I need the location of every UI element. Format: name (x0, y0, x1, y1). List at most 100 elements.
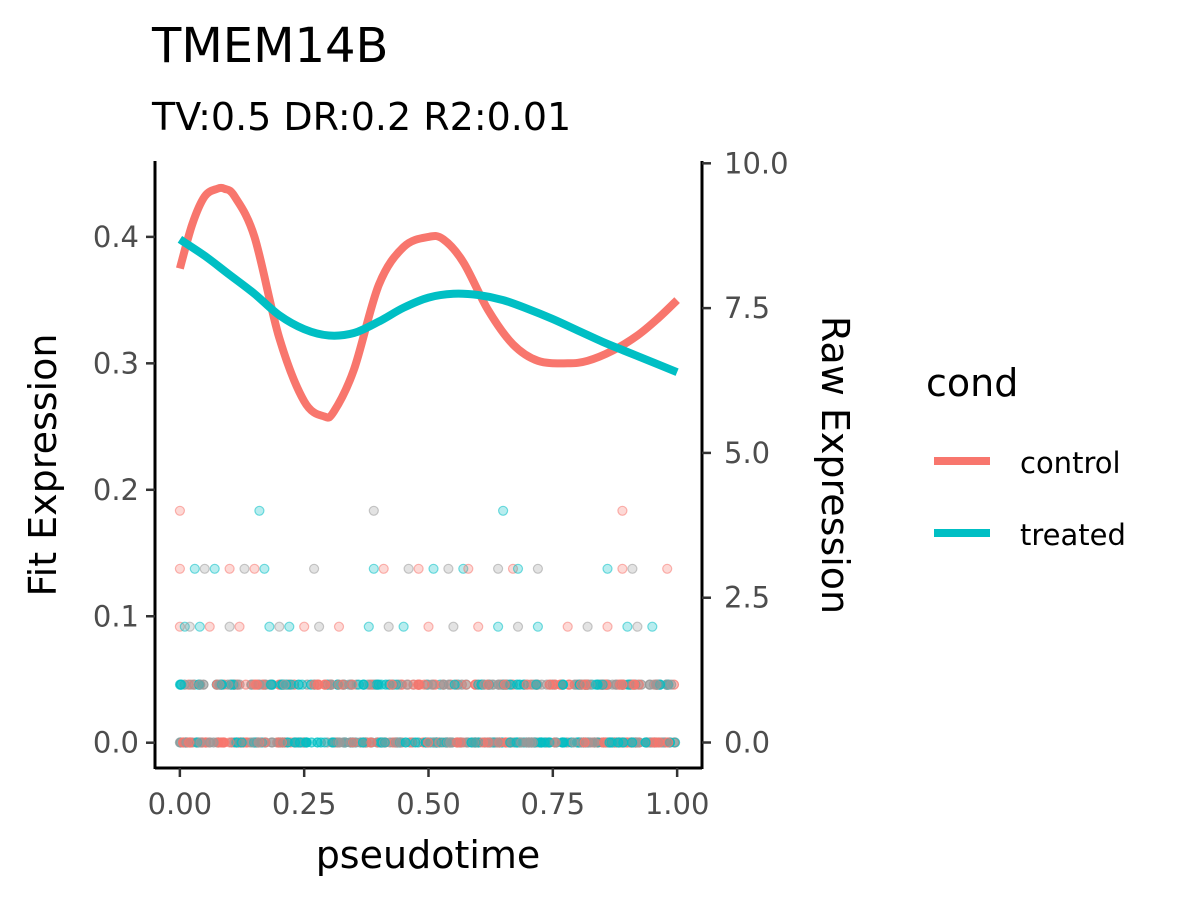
raw-point (300, 737, 312, 748)
y2-tick-label: 10.0 (724, 146, 789, 180)
legend-label-treated: treated (1020, 518, 1126, 552)
raw-point (214, 679, 225, 690)
raw-point (398, 621, 409, 632)
raw-point (663, 737, 674, 748)
raw-point (493, 621, 504, 632)
raw-point (413, 563, 424, 574)
raw-point (333, 621, 345, 632)
raw-point (666, 679, 677, 690)
raw-point (461, 679, 472, 690)
raw-point (499, 679, 510, 690)
raw-point (368, 563, 379, 574)
raw-point (314, 621, 325, 632)
y2-axis-title: Raw Expression (813, 316, 857, 614)
raw-point (366, 737, 377, 748)
raw-point (216, 679, 227, 690)
raw-point (662, 563, 673, 574)
raw-points (174, 505, 681, 748)
raw-point (306, 737, 317, 748)
raw-point (309, 679, 320, 690)
raw-point (531, 679, 542, 690)
raw-point (579, 679, 591, 690)
y-tick-label: 0.4 (93, 220, 139, 254)
raw-point (279, 679, 290, 690)
raw-point (423, 621, 434, 632)
y2-tick-label: 5.0 (724, 436, 770, 470)
raw-point (293, 679, 304, 690)
raw-point (224, 563, 235, 574)
raw-point (482, 679, 493, 690)
y2-tick-label: 2.5 (724, 581, 770, 615)
raw-point (379, 737, 390, 748)
raw-point (448, 621, 459, 632)
raw-point (373, 679, 384, 690)
chart-subtitle: TV:0.5 DR:0.2 R2:0.01 (151, 95, 571, 139)
raw-point (378, 563, 389, 574)
y2-ticks: 0.0 2.5 5.0 7.5 10.0 (702, 146, 789, 760)
x-ticks: 0.00 0.25 0.50 0.75 1.00 (148, 768, 709, 821)
raw-point (622, 621, 633, 632)
y2-tick-label: 0.0 (724, 726, 770, 760)
raw-point (443, 563, 454, 574)
raw-point (403, 563, 414, 574)
raw-point (470, 737, 481, 748)
raw-point (284, 621, 295, 632)
raw-point (410, 737, 421, 748)
raw-point (463, 563, 474, 574)
y-tick-label: 0.2 (93, 473, 139, 507)
raw-point (401, 679, 412, 690)
raw-point (521, 737, 532, 748)
raw-point (536, 737, 547, 748)
raw-point (347, 679, 358, 690)
raw-point (319, 737, 330, 748)
raw-point (428, 563, 439, 574)
raw-point (358, 679, 369, 690)
raw-point (654, 737, 665, 748)
raw-point (189, 563, 200, 574)
raw-point (451, 737, 462, 748)
raw-point (265, 679, 277, 690)
raw-point (492, 737, 503, 748)
raw-point (449, 679, 460, 690)
raw-point (423, 737, 434, 748)
raw-point (588, 737, 600, 748)
raw-point (597, 679, 608, 690)
raw-point (493, 563, 504, 574)
raw-point (544, 679, 555, 690)
x-tick-label: 0.25 (272, 787, 337, 821)
raw-point (357, 737, 368, 748)
raw-point (386, 679, 397, 690)
raw-point (557, 679, 569, 690)
raw-point (334, 737, 345, 748)
raw-point (185, 679, 196, 690)
raw-point (259, 563, 270, 574)
raw-point (479, 679, 490, 690)
x-tick-label: 0.50 (396, 787, 461, 821)
raw-point (299, 621, 310, 632)
raw-point (426, 679, 438, 690)
raw-point (348, 737, 359, 748)
raw-point (455, 737, 466, 748)
raw-point (236, 737, 247, 748)
legend: cond control treated (926, 361, 1126, 552)
raw-point (391, 737, 402, 748)
raw-point (521, 679, 532, 690)
raw-point (442, 737, 453, 748)
legend-title: cond (926, 361, 1018, 405)
raw-point (498, 505, 509, 516)
raw-point (579, 737, 590, 748)
raw-point (224, 737, 235, 748)
raw-point (400, 737, 411, 748)
raw-point (289, 737, 301, 748)
raw-point (208, 737, 219, 748)
chart-title: TMEM14B (151, 18, 388, 74)
raw-point (647, 621, 658, 632)
raw-point (582, 621, 593, 632)
raw-point (234, 621, 245, 632)
raw-point (617, 505, 628, 516)
raw-point (512, 621, 524, 632)
legend-label-control: control (1020, 446, 1121, 480)
raw-point (627, 563, 638, 574)
raw-point (204, 621, 215, 632)
raw-point (562, 621, 573, 632)
